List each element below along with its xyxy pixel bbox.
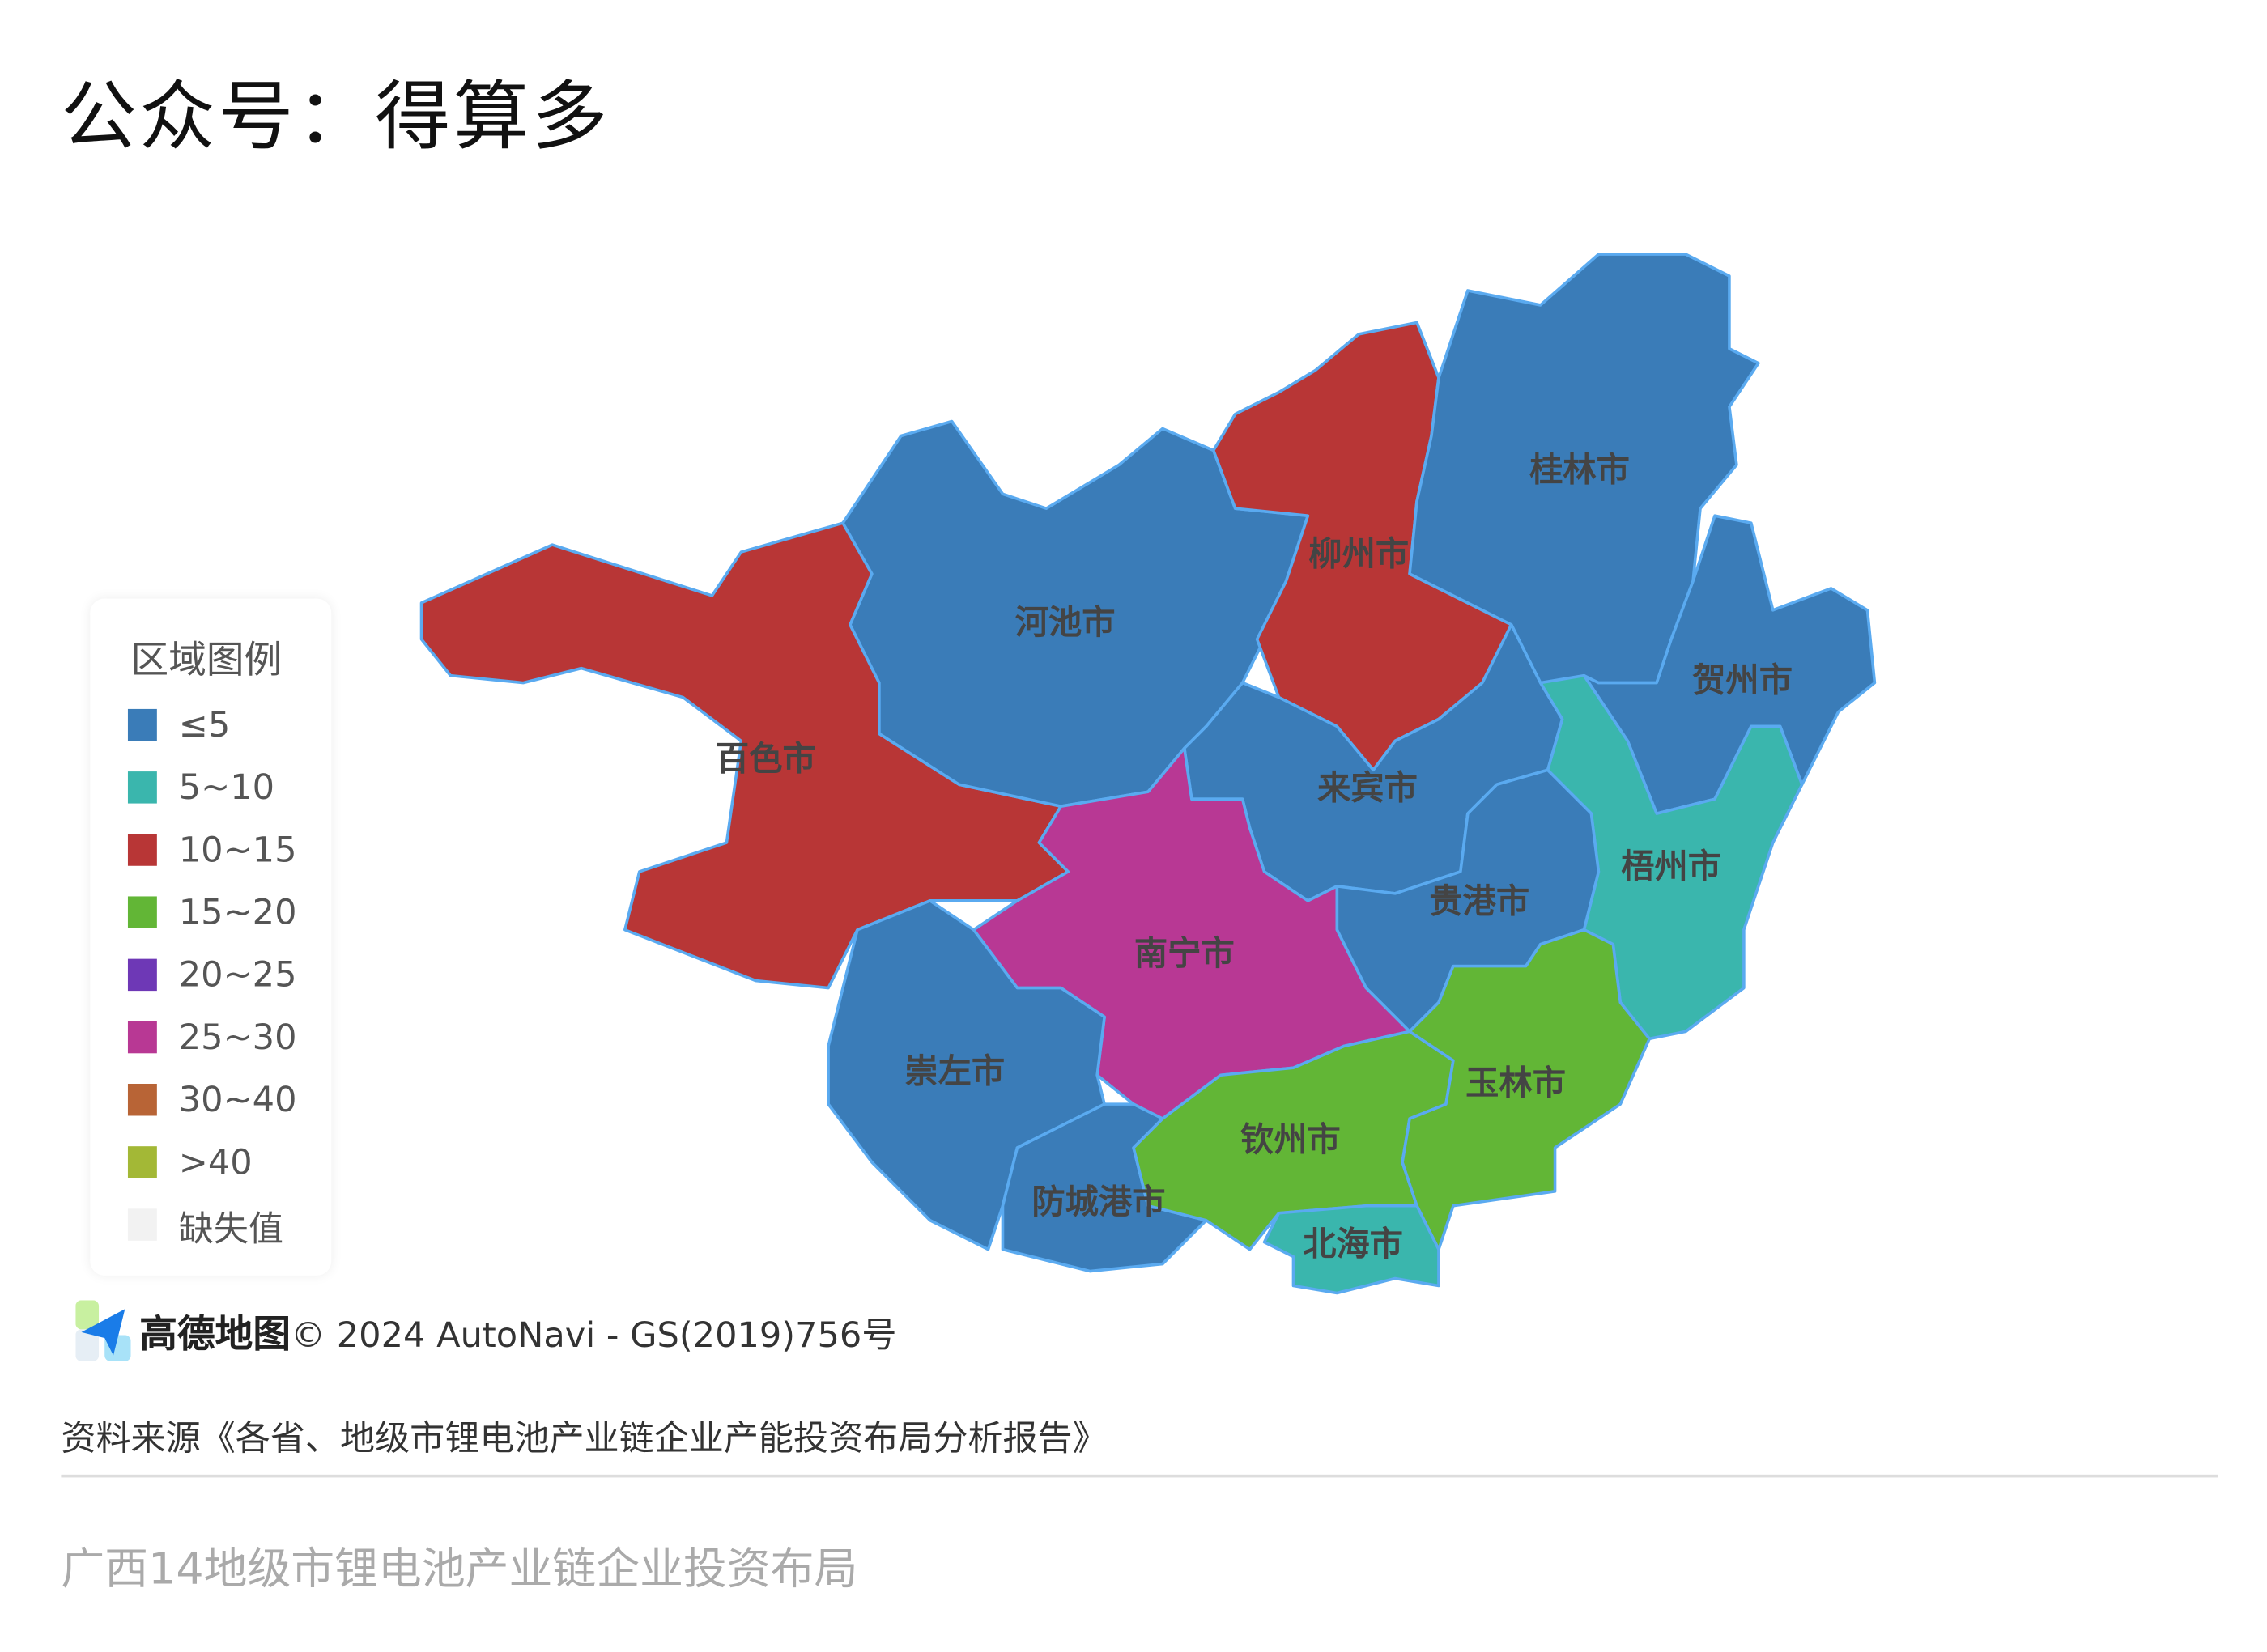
legend-label: 15~20	[178, 892, 297, 933]
page-title: 公众号：得算多	[61, 74, 610, 162]
legend-swatch	[127, 834, 157, 866]
region-label: 贵港市	[1429, 881, 1529, 920]
copyright-text: © 2024 AutoNavi - GS(2019)756号	[291, 1314, 897, 1355]
region-label: 崇左市	[904, 1051, 1005, 1090]
region-13[interactable]	[1262, 1204, 1440, 1295]
legend-label: 5~10	[178, 767, 275, 808]
divider	[61, 1474, 2218, 1478]
legend-item[interactable]: 25~30	[127, 1016, 297, 1060]
legend-label: 25~30	[178, 1017, 297, 1058]
region-12[interactable]	[1401, 928, 1652, 1251]
amap-logo-icon	[75, 1300, 131, 1361]
region-label: 柳州市	[1308, 534, 1409, 573]
legend-item[interactable]: 20~25	[127, 953, 297, 996]
legend-item[interactable]: ≤5	[127, 703, 231, 747]
legend-label: ≤5	[178, 704, 231, 745]
legend-swatch	[127, 1021, 157, 1054]
region-label: 钦州市	[1240, 1120, 1341, 1159]
legend-item[interactable]: >40	[127, 1140, 253, 1184]
legend-swatch	[127, 708, 157, 741]
legend-label: 20~25	[178, 954, 297, 996]
map-attribution: 高德地图 © 2024 AutoNavi - GS(2019)756号	[75, 1300, 896, 1361]
region-label: 来宾市	[1317, 768, 1418, 807]
chart-subtitle: 广西14地级市锂电池产业链企业投资布局	[61, 1544, 858, 1595]
legend-swatch	[127, 1146, 157, 1178]
amap-logo-text: 高德地图	[139, 1312, 291, 1357]
data-source: 资料来源《各省、地级市锂电池产业链企业产能投资布局分析报告》	[61, 1417, 1108, 1459]
region-label: 玉林市	[1465, 1064, 1566, 1102]
region-label: 贺州市	[1692, 661, 1793, 700]
legend-item[interactable]: 30~40	[127, 1078, 297, 1122]
legend-item[interactable]: 15~20	[127, 890, 297, 934]
region-3[interactable]	[1408, 253, 1760, 685]
legend-item[interactable]: 缺失值	[127, 1203, 283, 1249]
legend-swatch	[127, 1083, 157, 1116]
legend-swatch	[127, 896, 157, 928]
legend-item[interactable]: 5~10	[127, 766, 275, 809]
region-label: 防城港市	[1031, 1183, 1165, 1221]
legend: 区域图例 ≤5 5~10 10~15 15~20 20~25 25~30 30~40 >40 缺…	[90, 598, 332, 1276]
legend-label: 缺失值	[178, 1208, 284, 1249]
legend-label: >40	[178, 1141, 253, 1183]
region-label: 南宁市	[1134, 934, 1235, 973]
legend-title: 区域图例	[130, 639, 283, 683]
region-label: 北海市	[1303, 1225, 1403, 1263]
region-label: 桂林市	[1529, 450, 1630, 489]
legend-swatch	[127, 771, 157, 804]
legend-label: 30~40	[178, 1079, 297, 1120]
legend-label: 10~15	[178, 829, 297, 871]
legend-swatch	[127, 958, 157, 992]
legend-item[interactable]: 10~15	[127, 828, 297, 872]
region-label: 梧州市	[1621, 847, 1721, 885]
legend-swatch	[127, 1208, 157, 1241]
region-label: 百色市	[716, 740, 816, 779]
region-label: 河池市	[1015, 603, 1116, 642]
